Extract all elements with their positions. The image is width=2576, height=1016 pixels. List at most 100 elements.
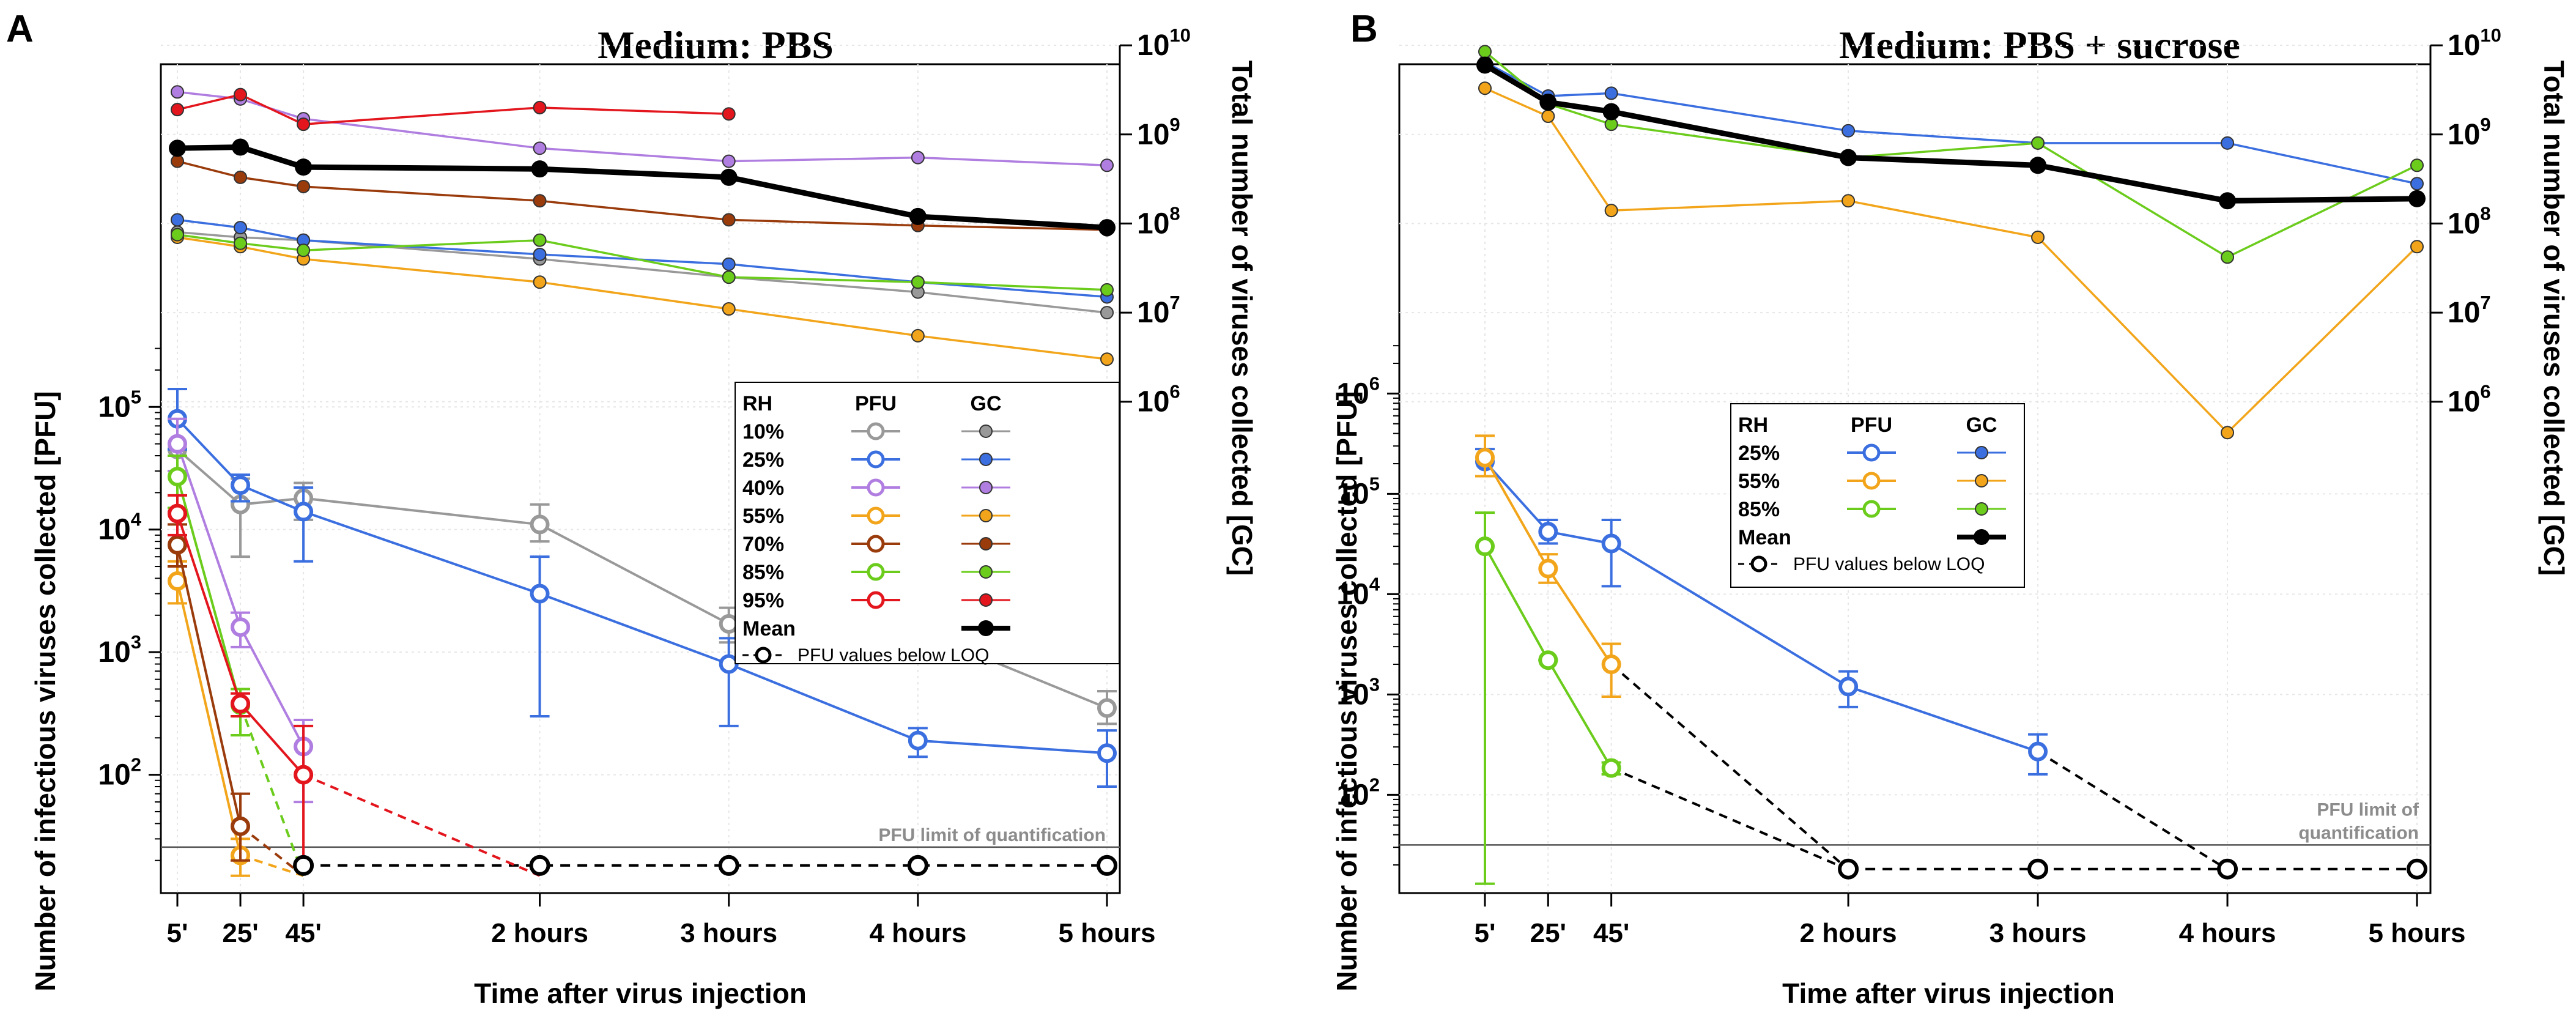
loq-label: PFU limit of: [2317, 799, 2419, 820]
below-loq-point: [293, 855, 314, 876]
gc-point: [722, 107, 736, 121]
panel-a-title: Medium: PBS: [598, 23, 834, 67]
panel-a-y-axis-label-left: Number of infectious viruses collected […: [29, 391, 61, 992]
x-tick-label: 3 hours: [1989, 918, 2087, 948]
x-tick-label: 5': [167, 918, 188, 948]
panel-b-x-ticks: 5' 25' 45' 2 hours 3 hours 4 hours 5 hours: [1475, 893, 2465, 948]
gc-point: [1604, 86, 1618, 100]
legend-header-pfu: PFU: [1851, 413, 1892, 437]
gc-point: [1100, 158, 1114, 172]
gc-point: [1478, 81, 1492, 95]
gc-mean-point: [1539, 94, 1557, 111]
legend-pfu-marker: [867, 450, 885, 469]
x-tick-label: 25': [222, 918, 258, 948]
x-tick-label: 25': [1530, 918, 1566, 948]
pfu-point: [1838, 677, 1859, 697]
gc-point: [2221, 136, 2235, 150]
pfu-tick-label: 103: [1336, 673, 1380, 711]
x-tick-label: 5 hours: [1059, 918, 1156, 948]
gc-point: [2031, 230, 2045, 244]
panel-b-y-axis-label-right: Total number of viruses collected [GC]: [2538, 61, 2570, 576]
pfu-drop-line: [239, 705, 305, 877]
legend-header-pfu: PFU: [855, 392, 897, 415]
below-loq-point: [907, 855, 928, 876]
legend-row-label: 85%: [742, 561, 784, 584]
gc-mean-point: [531, 160, 549, 178]
panel-b-label: B: [1350, 8, 1378, 50]
legend-gc-marker: [1975, 502, 1988, 516]
panel-a-grid: [161, 45, 1120, 893]
x-tick-label: 2 hours: [1800, 918, 1897, 948]
legend-pfu-marker: [1862, 472, 1881, 490]
panel-b-series: PFU limit of quantification: [1399, 45, 2430, 885]
pfu-point: [1538, 522, 1558, 542]
gc-point: [234, 87, 248, 102]
panel-a: A Medium: PBS PFU limit of quantificatio…: [6, 8, 1258, 1009]
legend-mean-marker: [1974, 529, 1989, 545]
below-loq-point: [2027, 858, 2049, 880]
legend-loq-marker: [755, 647, 772, 664]
legend-mean-label: Mean: [1738, 526, 1791, 549]
gc-point: [171, 103, 184, 117]
legend-pfu-marker: [867, 422, 885, 440]
gc-point: [722, 270, 736, 284]
gc-point: [171, 85, 184, 99]
legend-gc-marker: [979, 593, 993, 607]
pfu-point: [231, 617, 251, 637]
pfu-point: [168, 571, 187, 591]
legend-gc-marker: [979, 509, 993, 522]
legend-row-label: 40%: [742, 476, 784, 500]
gc-point: [1541, 109, 1555, 124]
pfu-point: [1601, 654, 1621, 675]
gc-point: [722, 302, 736, 316]
gc-tick-label: 106: [2448, 381, 2491, 418]
gc-tick-label: 109: [1137, 114, 1180, 151]
legend-pfu-marker: [867, 535, 885, 553]
gc-point: [171, 154, 184, 168]
pfu-point: [168, 503, 187, 524]
x-tick-label: 3 hours: [680, 918, 777, 948]
pfu-drop-line: [239, 825, 305, 877]
gc-point: [1604, 204, 1618, 218]
legend-row-label: 25%: [742, 448, 784, 472]
pfu-drop-line: [1610, 663, 1849, 871]
gc-tick-label: 108: [1137, 202, 1180, 240]
legend-row-label: 85%: [1738, 498, 1780, 521]
legend-gc-marker: [1975, 474, 1988, 488]
legend-box: [1730, 403, 2025, 588]
legend-mean-label: Mean: [742, 617, 796, 640]
pfu-tick-label: 106: [1336, 373, 1380, 410]
gc-point: [722, 257, 736, 271]
gc-mean-point: [169, 139, 186, 157]
panel-b: B Medium: PBS + sucrose PFU limit of quan…: [1331, 8, 2570, 1009]
below-loq-point: [1097, 855, 1117, 876]
below-loq-point: [529, 855, 550, 876]
legend-row-label: 70%: [742, 533, 784, 556]
legend-gc-marker: [979, 453, 993, 466]
legend-pfu-marker: [1862, 500, 1881, 518]
legend-header-gc: GC: [971, 392, 1002, 415]
pfu-point: [530, 584, 550, 604]
pfu-point: [168, 535, 187, 555]
gc-point: [234, 221, 248, 235]
pfu-point: [1475, 536, 1495, 557]
legend-pfu-marker: [867, 478, 885, 497]
panel-b-y-axis-label-left: Number of infectious viruses collected […: [1331, 391, 1363, 992]
legend-header-gc: GC: [1966, 413, 1997, 437]
gc-mean-point: [1476, 56, 1493, 74]
legend-pfu-marker: [867, 506, 885, 525]
gc-point: [171, 213, 184, 227]
pfu-point: [1097, 698, 1117, 718]
below-loq-point: [718, 855, 739, 876]
x-tick-label: 2 hours: [491, 918, 588, 948]
gc-tick-label: 1010: [1137, 24, 1191, 62]
pfu-point: [1538, 558, 1558, 579]
pfu-drop-line: [240, 854, 304, 877]
legend-row-label: 55%: [1738, 470, 1780, 493]
gc-point: [1478, 45, 1492, 59]
gc-point: [234, 236, 248, 250]
pfu-tick-label: 102: [1336, 774, 1380, 811]
gc-point: [722, 154, 736, 168]
pfu-point: [231, 475, 251, 495]
